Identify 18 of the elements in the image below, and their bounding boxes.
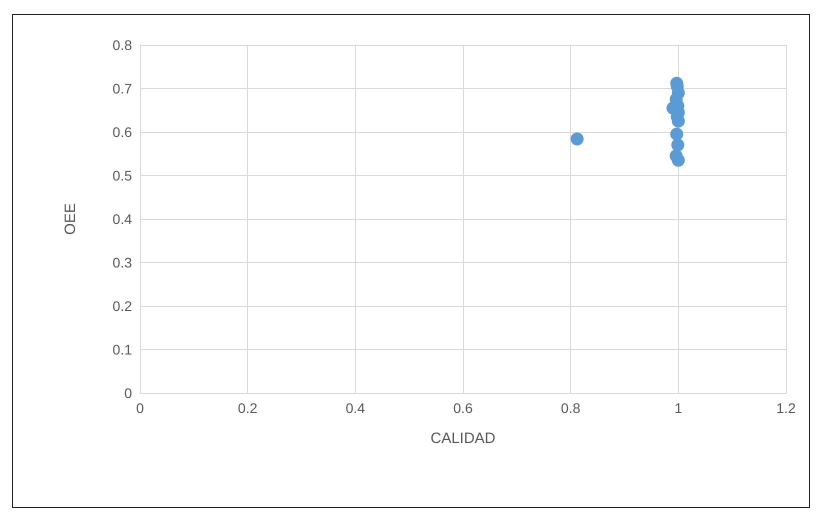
x-tick-label: 0.4	[346, 400, 366, 416]
x-tick-label: 0.6	[453, 400, 473, 416]
y-tick-label: 0.8	[112, 37, 132, 53]
y-tick-label: 0	[124, 385, 132, 401]
x-axis-title: CALIDAD	[430, 430, 496, 447]
y-tick-label: 0.5	[112, 168, 132, 184]
x-tick-label: 0	[136, 400, 144, 416]
y-tick-label: 0.3	[112, 254, 132, 270]
y-axis-title: OEE	[62, 203, 79, 235]
y-tick-label: 0.2	[112, 298, 132, 314]
x-tick-label: 1	[674, 400, 682, 416]
y-tick-label: 0.4	[112, 211, 132, 227]
x-tick-label: 1.2	[776, 400, 796, 416]
y-tick-label: 0.1	[112, 342, 132, 358]
x-tick-label: 0.2	[238, 400, 258, 416]
y-tick-label: 0.7	[112, 80, 132, 96]
y-tick-label: 0.6	[112, 124, 132, 140]
x-tick-label: 0.8	[560, 400, 581, 416]
